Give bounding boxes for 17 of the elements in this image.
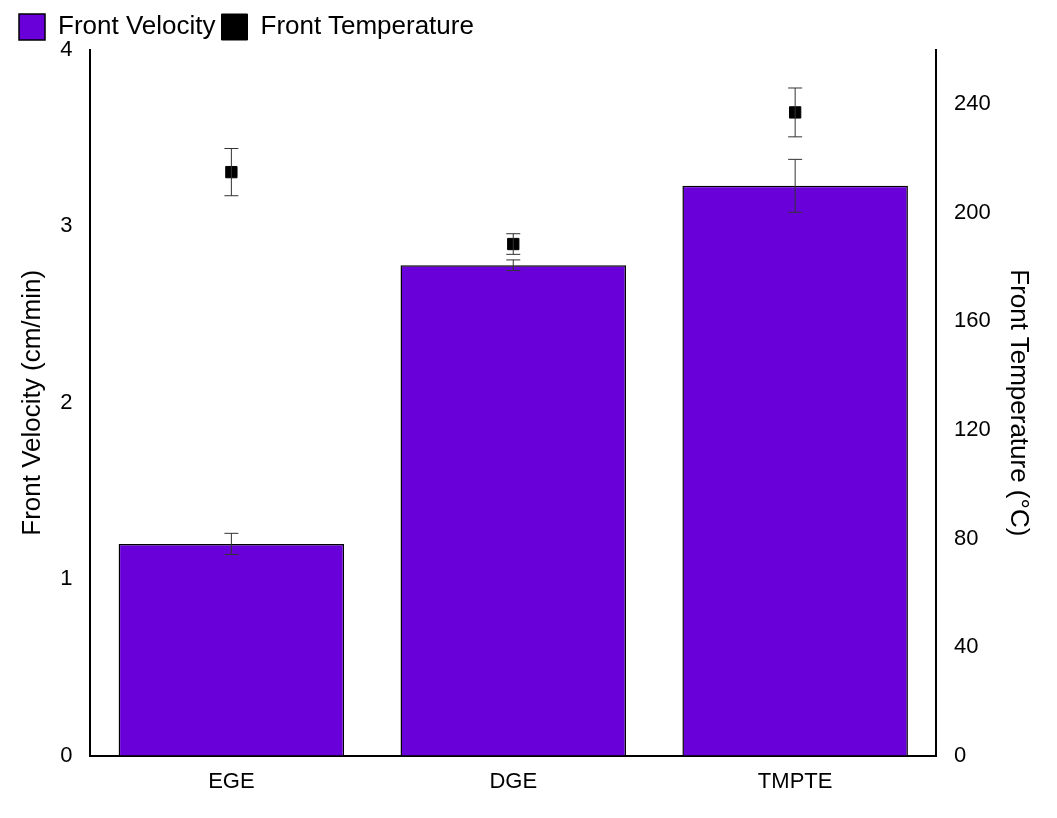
x-tick-label: DGE [489, 767, 538, 793]
y-tick-label: 1 [60, 565, 73, 591]
x-tick-label: EGE [208, 767, 255, 793]
y-axis-title: Front Velocity (cm/min) [15, 269, 46, 536]
y-tick-label: 3 [60, 212, 73, 238]
y2-tick-label: 80 [954, 524, 979, 550]
y2-tick-label: 0 [954, 741, 967, 767]
y2-axis-title: Front Temperature (°C) [1005, 269, 1036, 537]
y2-tick-label: 160 [954, 307, 991, 333]
y2-tick-label: 120 [954, 416, 991, 441]
y2-tick-label: 240 [954, 90, 991, 116]
y-tick-label: 2 [60, 388, 73, 414]
y-tick-label: 0 [60, 741, 73, 767]
y2-tick-label: 200 [954, 198, 991, 224]
x-tick-label: TMPTE [757, 767, 833, 793]
legend-label: Front Temperature [260, 10, 474, 41]
y2-tick-label: 40 [954, 633, 979, 659]
